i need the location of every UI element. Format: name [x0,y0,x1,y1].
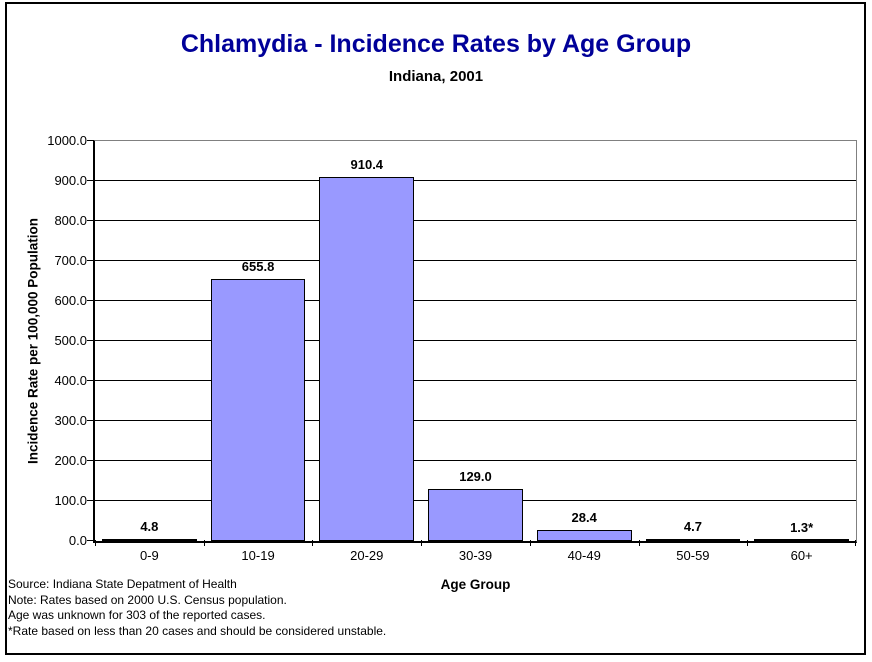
y-axis-tick [87,379,94,381]
x-axis-title: Age Group [440,577,511,592]
footnotes: Source: Indiana State Depatment of Healt… [8,577,508,640]
chart-title: Chlamydia - Incidence Rates by Age Group [180,30,692,58]
y-tick-label: 500.0 [54,332,87,348]
gridline [95,420,856,421]
gridline [95,460,856,461]
x-axis-tick [529,540,531,546]
y-axis-tick [87,539,94,541]
y-axis-tick [87,419,94,421]
footnote-line: Source: Indiana State Depatment of Healt… [8,577,237,591]
x-axis-tick [421,540,423,546]
y-tick-label: 200.0 [54,452,87,468]
chart-subtitle: Indiana, 2001 [388,68,484,85]
bar [754,539,849,541]
y-tick-label: 100.0 [54,492,87,508]
x-tick-label: 60+ [790,548,813,563]
y-tick-label: 1000.0 [47,132,87,148]
x-tick-label: 10-19 [241,548,275,563]
gridline [95,380,856,381]
bar [102,539,197,541]
x-axis-tick [638,540,640,546]
gridline [95,300,856,301]
y-axis-tick [87,459,94,461]
y-axis-tick [87,339,94,341]
bar [536,529,632,541]
y-tick-label: 300.0 [54,412,87,428]
y-axis-tick [87,499,94,501]
x-axis-tick [855,540,856,546]
bar-value-label: 129.0 [459,469,492,485]
x-axis-tick [747,540,749,546]
x-tick-label: 40-49 [567,548,601,563]
gridline [95,180,856,181]
x-tick-label: 0-9 [139,548,159,563]
plot-area: 4.8 655.8 910.4 129.0 28.4 4.7 1.3* [93,140,857,543]
bar-value-label: 910.4 [350,156,384,172]
y-tick-label: 600.0 [54,292,87,308]
footnote-line: *Rate based on less than 20 cases and sh… [8,624,387,639]
bar-value-label: 28.4 [571,509,597,525]
y-tick-label: 800.0 [54,212,87,228]
bar [428,489,523,541]
gridline [95,260,856,261]
y-axis-tick [87,259,94,261]
y-axis-tick [87,139,94,141]
y-tick-label: 700.0 [54,252,87,268]
y-tick-label: 400.0 [54,372,87,388]
bar-value-label: 1.3* [790,520,814,536]
gridline [95,220,856,221]
footnote-line: Age was unknown for 303 of the reported … [8,608,266,623]
y-axis-tick [87,219,94,221]
x-axis-tick [203,540,205,546]
bar [319,176,415,541]
bar-value-label: 655.8 [241,258,275,274]
y-tick-label: 0.0 [68,532,87,548]
y-axis-tick [87,299,94,301]
bar-value-label: 4.7 [683,519,702,535]
x-axis-tick [312,540,314,546]
footnote-line: Note: Rates based on 2000 U.S. Census po… [8,592,287,607]
x-axis-tick [95,540,96,546]
y-tick-label: 900.0 [54,172,87,188]
bar-value-label: 4.8 [140,519,159,535]
x-tick-label: 30-39 [458,548,493,563]
x-tick-label: 20-29 [350,548,384,563]
gridline [95,340,856,341]
bar [210,278,306,541]
y-axis-tick [87,179,94,181]
x-tick-label: 50-59 [676,548,710,563]
bar [645,539,741,541]
